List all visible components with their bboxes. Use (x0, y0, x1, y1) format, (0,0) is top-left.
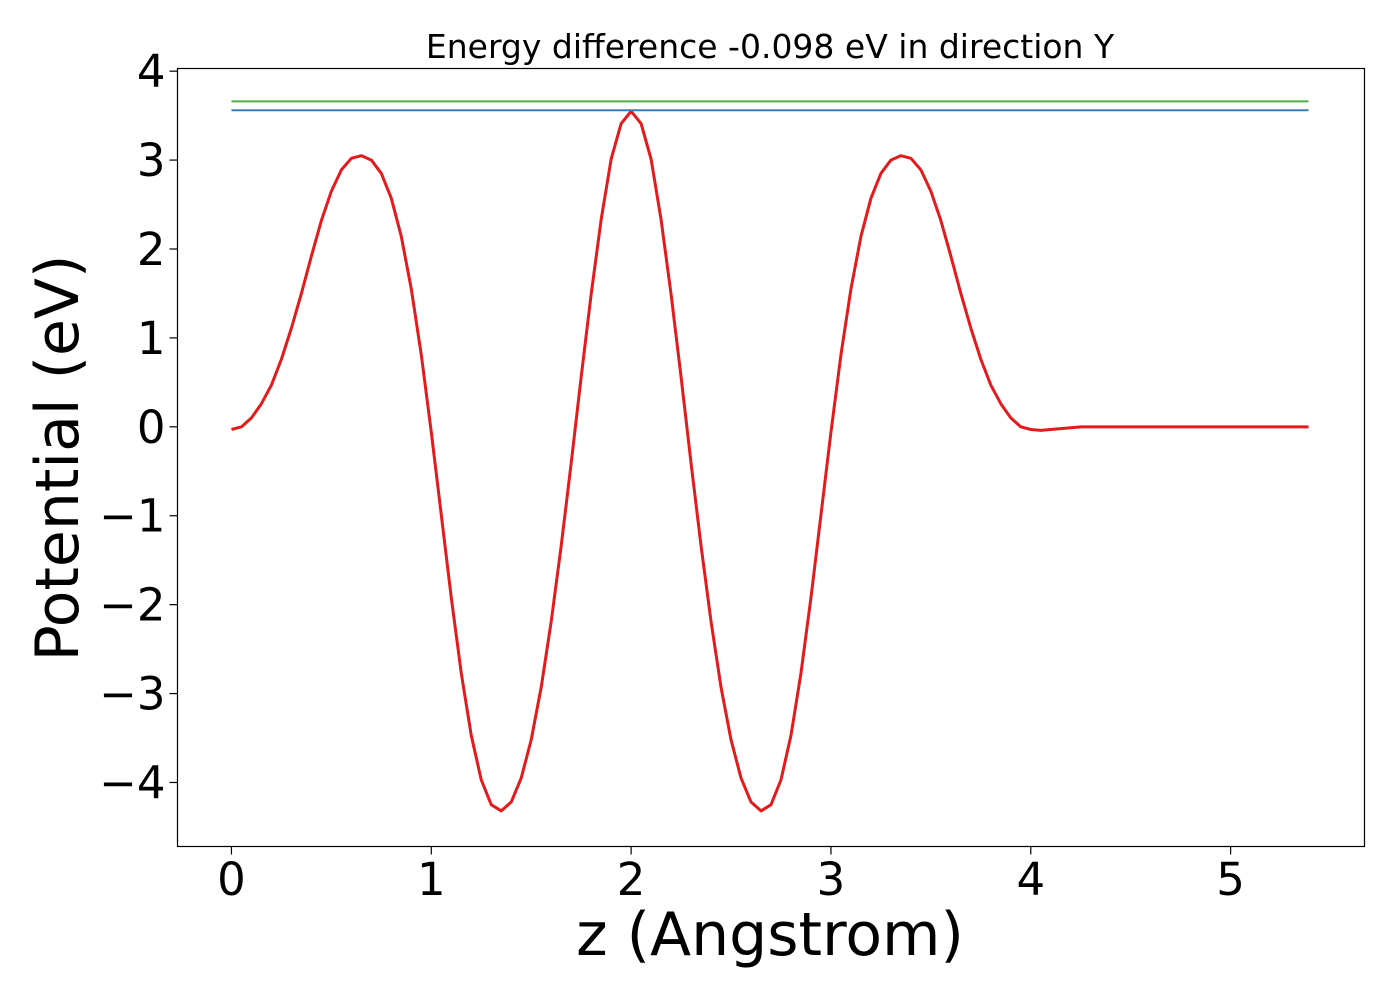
series-line-1 (231, 109, 1309, 813)
chart-title: Energy difference -0.098 eV in direction… (426, 27, 1115, 66)
x-tick-label: 0 (217, 853, 246, 906)
y-tick-label: −1 (99, 490, 165, 543)
y-axis: 4 3 2 1 0 −1 −2 −3 −4 (99, 45, 178, 809)
x-tick-label: 4 (1016, 853, 1045, 906)
y-tick-label: 1 (137, 312, 166, 365)
y-tick-label: −2 (99, 579, 165, 632)
y-tick-label: −4 (99, 756, 165, 809)
y-tick-label: 4 (137, 45, 166, 98)
y-tick-label: 3 (137, 134, 166, 187)
plot-frame (176, 67, 1366, 848)
y-tick-label: −3 (99, 668, 165, 721)
y-tick-label: 2 (137, 223, 166, 276)
x-tick-label: 1 (417, 853, 446, 906)
y-axis-label: Potential (eV) (23, 255, 93, 662)
y-tick-label: 0 (137, 401, 166, 454)
x-tick-label: 2 (617, 853, 646, 906)
x-axis: 0 1 2 3 4 5 (217, 846, 1245, 906)
x-tick-label: 3 (817, 853, 846, 906)
x-tick-label: 5 (1216, 853, 1245, 906)
series-layer (231, 100, 1309, 813)
x-axis-label: z (Angstrom) (576, 900, 964, 970)
